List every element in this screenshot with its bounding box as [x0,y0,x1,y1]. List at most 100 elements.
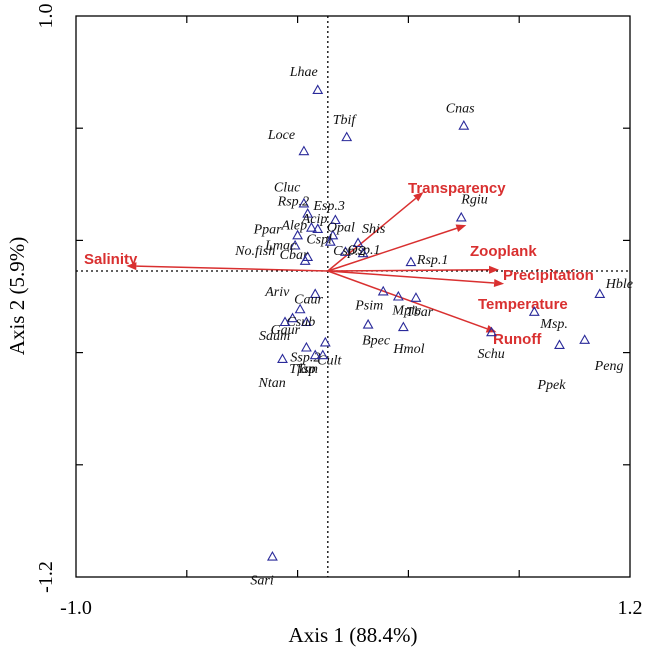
species-label-tfam: Tfam [289,362,318,377]
species-point-hble [594,288,606,299]
species-point-bpec [362,318,374,329]
vector-arrowhead-zooplank [455,224,467,233]
species-point-ssp-2 [300,341,312,352]
species-point-osp-1 [340,246,351,256]
species-label-shis: Shis [362,222,386,237]
species-label-alep: Alep [280,219,307,234]
species-point-gaur [287,312,299,323]
species-label-rgiu: Rgiu [460,192,487,207]
species-point-alep [306,222,317,232]
species-label-ariv: Ariv [264,285,290,300]
species-label-tbar: Tbar [406,305,434,320]
species-label-cspl: Cspl [306,233,332,248]
species-label-csub: Csub [286,315,315,330]
plot-frame [75,15,631,578]
species-label-lmac: Lmac [264,239,297,254]
species-point-mpic [392,290,404,301]
species-point-hmol [397,321,409,332]
species-point-msp [528,306,540,316]
species-point-ppek [554,339,565,350]
vector-arrowhead-salinity [126,262,137,271]
species-point-rsp-1 [405,256,417,267]
vector-runoff [327,270,488,330]
species-point-no-fish [299,255,311,265]
species-label-tbif: Tbif [333,113,358,128]
environment-vectors: Transparency Zooplank Precipitation Tempera… [84,180,594,348]
species-label-mpic: Mpic [391,304,422,319]
species-point-csub [300,316,312,327]
species-point-cult [319,336,331,347]
species-point-esp-3 [329,214,341,225]
vector-zooplank [327,227,458,272]
species-point-shis [352,237,364,247]
species-label-ppar: Ppar [253,222,283,237]
species-label-sari: Sari [250,574,273,589]
species-point-tfam [309,349,321,360]
vector-label-transparency: Transparency [408,180,506,197]
species-point-loce [298,145,310,156]
species-label-gaur: Gaur [271,323,301,338]
species-point-opal [327,229,339,240]
vector-arrowhead-precipitation [489,265,500,274]
vector-label-zooplank: Zooplank [470,243,537,260]
vector-precipitation [327,269,490,272]
species-label-cluc: Cluc [274,180,301,195]
species-point-cspl [324,236,336,246]
species-point-rgiu [455,211,467,222]
species-label-cult: Cult [317,353,342,368]
vector-label-temperature: Temperature [478,296,568,313]
species-point-psim [377,285,389,296]
species-point-cnas [458,120,470,130]
species-label-lhae: Lhae [289,65,318,80]
species-label-cnas: Cnas [446,102,475,117]
species-label-opal: Opal [327,220,355,235]
species-label-psim: Psim [354,298,383,313]
species-point-schu [486,326,497,337]
species-label-csp-2: Csp.2 [333,244,365,259]
species-point-tbif [341,131,353,142]
species-point-acip [312,223,324,233]
species-label-msp: Msp. [539,317,568,332]
species-point-cluc [298,197,310,208]
species-label-esp-3: Esp.3 [312,199,345,214]
y-tick-label-max: 1.0 [35,4,57,29]
species-label-caur: Caur [294,292,323,307]
species-point-ariv [309,288,321,299]
species-point-sari [266,550,278,561]
species-label-tsp: Tsp [297,362,316,377]
vector-arrowhead-transparency [413,191,424,202]
species-label-hble: Hble [605,277,633,292]
species-label-loce: Loce [267,128,295,143]
x-tick-label-max: 1.2 [618,597,643,619]
species-label-peng: Peng [594,359,624,374]
y-axis-title: Axis 2 (5.9%) [5,237,29,355]
species-label-ppek: Ppek [536,378,566,393]
vector-transparency [327,197,417,272]
species-point-lhae [312,84,324,94]
vector-salinity [136,265,328,272]
species-point-peng [579,334,591,344]
x-axis-title: Axis 1 (88.4%) [289,623,418,647]
vector-label-runoff: Runoff [493,331,542,348]
species-point-sdum [279,316,291,327]
species-point-rsp-2 [302,208,314,218]
vector-label-precipitation: Precipitation [503,267,594,284]
species-label-sdum: Sdum [259,329,290,344]
species-label-hmol: Hmol [392,342,424,357]
species-label-acip: Acip [301,212,328,227]
x-tick-label-min: -1.0 [60,597,92,619]
species-point-tbar [410,292,422,302]
vector-arrowhead-temperature [493,279,505,288]
species-point-csp-2 [357,247,369,258]
species-point-tsp [317,349,329,360]
y-tick-label-min: -1.2 [35,561,57,593]
species-label-no-fish: No.fish [234,244,275,259]
vector-label-salinity: Salinity [84,251,138,268]
species-point-ppar [292,229,304,240]
species-point-caur [294,303,306,314]
species-label-rsp-2: Rsp.2 [277,195,310,210]
species-label-bpec: Bpec [362,334,391,349]
species-label-ntan: Ntan [257,376,285,391]
